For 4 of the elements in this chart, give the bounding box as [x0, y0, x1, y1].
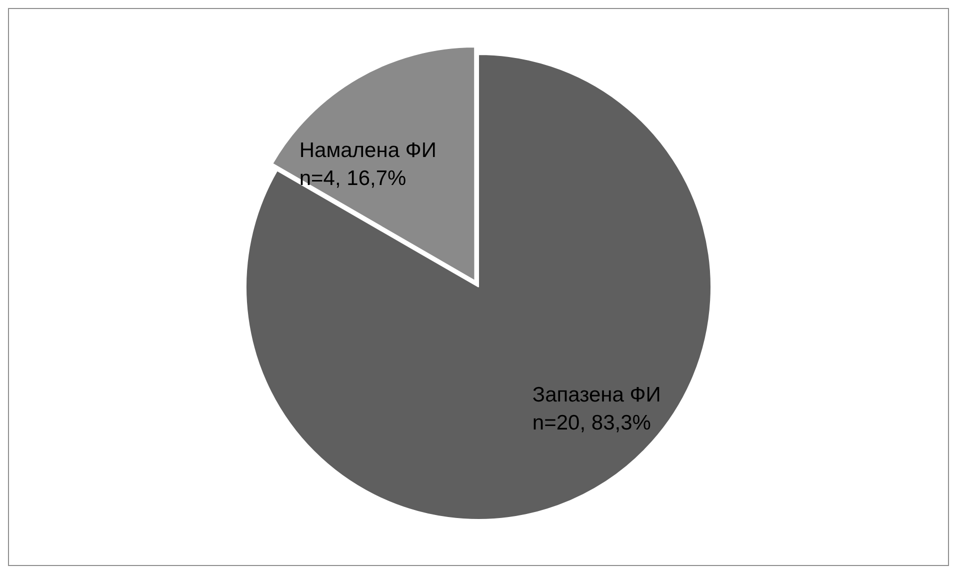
slice-label: Запазена ФИ — [532, 383, 661, 406]
data-label: n=4, 16,7% — [299, 167, 406, 190]
data-label: n=20, 83,3% — [532, 411, 651, 434]
slice-label: Намалена ФИ — [299, 139, 436, 162]
